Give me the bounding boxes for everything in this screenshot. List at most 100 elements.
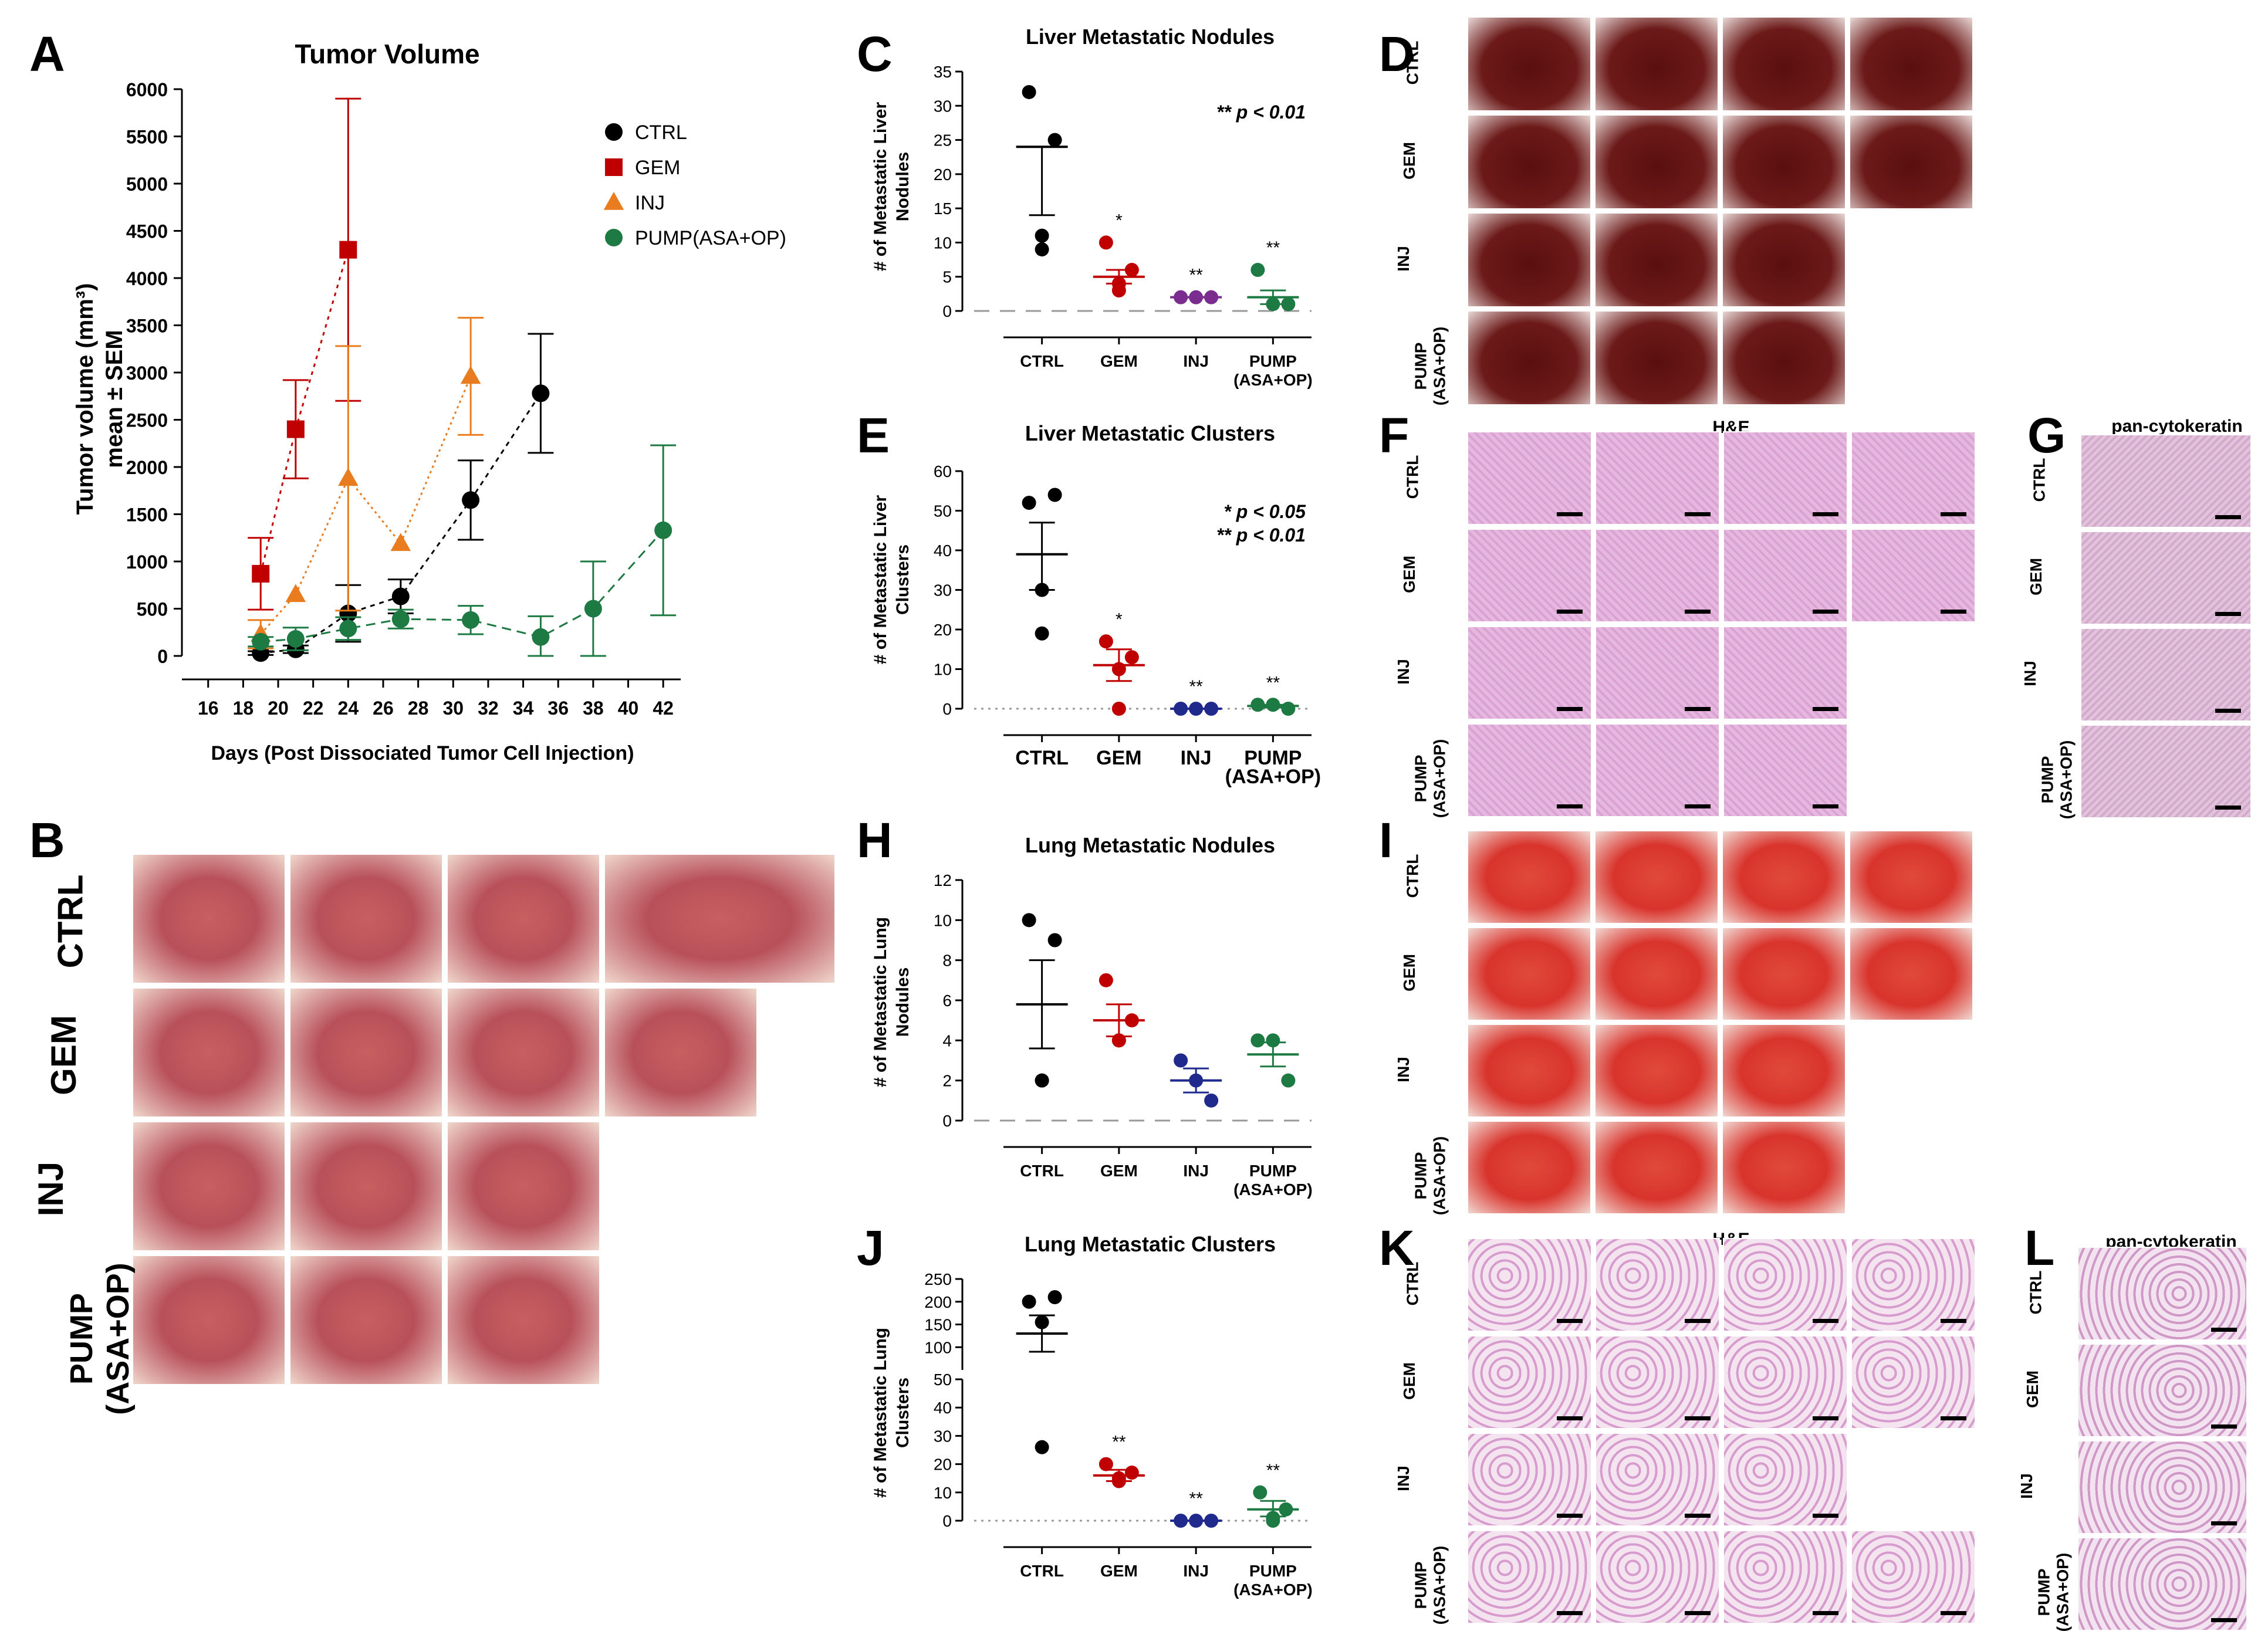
row-label-line: PUMP bbox=[1411, 342, 1430, 390]
chart-ytick-label: 0 bbox=[942, 700, 952, 718]
row-label-line: (ASA+OP) bbox=[1430, 739, 1449, 818]
chart-sig-marker: ** bbox=[1266, 238, 1280, 258]
chart-point bbox=[1266, 1033, 1280, 1048]
panel-letter-a: A bbox=[29, 26, 65, 82]
chart-a-ytick-label: 1000 bbox=[126, 551, 168, 573]
scale-bar bbox=[2215, 709, 2241, 713]
chart-ytick-label: 20 bbox=[934, 621, 952, 639]
chart-ytick-label: 10 bbox=[934, 661, 952, 679]
chart-a-xlabel: Days (Post Dissociated Tumor Cell Inject… bbox=[211, 742, 634, 764]
chart-a-title: Tumor Volume bbox=[295, 39, 480, 69]
chart-ytick-label: 30 bbox=[934, 581, 952, 600]
row-label-d-pump: PUMP (ASA+OP) bbox=[1411, 327, 1449, 406]
liver-he-ctrl bbox=[1595, 431, 1720, 525]
liver-photo-inj bbox=[1467, 212, 1591, 307]
tumor-photo-gem bbox=[289, 987, 443, 1118]
chart-xtick-label: INJ bbox=[1181, 747, 1212, 769]
chart-point bbox=[1111, 283, 1126, 298]
scale-bar bbox=[1813, 707, 1838, 711]
chart-point bbox=[1111, 702, 1126, 716]
lung-he-pump bbox=[1851, 1530, 1976, 1624]
liver-he-gem bbox=[1595, 529, 1720, 622]
chart-group-1: GEM bbox=[1093, 973, 1145, 1180]
scale-bar bbox=[1813, 1611, 1838, 1615]
chart-a-xtick-label: 34 bbox=[513, 698, 534, 719]
row-label-k-pump: PUMP (ASA+OP) bbox=[1411, 1546, 1449, 1625]
chart-point bbox=[1047, 933, 1062, 948]
chart-a-xtick-label: 20 bbox=[268, 698, 289, 719]
chart-a-ytick-label: 4000 bbox=[126, 268, 168, 289]
lung-photo-pump bbox=[1722, 1121, 1846, 1214]
chart-point bbox=[1098, 235, 1113, 250]
liver-he-ctrl bbox=[1467, 431, 1592, 525]
panel-letter-l: L bbox=[2024, 1220, 2055, 1275]
chart-xtick-label: (ASA+OP) bbox=[1233, 371, 1313, 389]
chart-ytick-label: 30 bbox=[934, 1427, 952, 1445]
chart-a-legend-marker bbox=[605, 123, 623, 141]
chart-a-xtick-label: 38 bbox=[583, 698, 604, 719]
chart-ytick-label: 50 bbox=[934, 1371, 952, 1389]
chart-a-xtick-label: 16 bbox=[198, 698, 219, 719]
chart-a-xtick-label: 40 bbox=[618, 698, 639, 719]
chart-ytick-label: 10 bbox=[934, 1484, 952, 1502]
row-label-d-inj: INJ bbox=[1394, 246, 1412, 272]
panel-letter-e: E bbox=[857, 408, 890, 463]
chart-a-ytick-label: 3000 bbox=[126, 363, 168, 384]
panel-letter-d: D bbox=[1379, 26, 1415, 82]
scale-bar bbox=[1557, 1416, 1583, 1420]
row-label-i-pump: PUMP (ASA+OP) bbox=[1411, 1136, 1449, 1216]
tumor-photo-ctrl bbox=[289, 854, 443, 984]
liver-photo-ctrl bbox=[1849, 16, 1973, 111]
row-label-i-ctrl: CTRL bbox=[1403, 854, 1422, 898]
chart-ytick-label: 40 bbox=[934, 542, 952, 560]
chart-group-0: CTRL bbox=[1016, 1290, 1068, 1580]
liver-he-inj bbox=[1467, 626, 1592, 720]
chart-sig-marker: ** bbox=[1266, 673, 1280, 692]
lung-he-pump bbox=[1467, 1530, 1592, 1624]
scale-bar bbox=[2215, 515, 2241, 519]
chart-ytick-label: 10 bbox=[934, 911, 952, 929]
chart-xtick-label: CTRL bbox=[1015, 747, 1069, 769]
liver-he-inj bbox=[1723, 626, 1848, 720]
chart-e: 0 10 20 30 40 50 60 CTRL GEM * INJ ** PUMP(ASA+OP) **… bbox=[934, 462, 1321, 788]
chart-group-2: INJ bbox=[1170, 1053, 1222, 1180]
lung-he-inj bbox=[1467, 1433, 1592, 1527]
row-label-d-ctrl: CTRL bbox=[1403, 40, 1422, 85]
row-label-l-ctrl: CTRL bbox=[2026, 1270, 2045, 1315]
chart-a-legend-item-1: GEM bbox=[605, 157, 680, 179]
chart-xtick-label: GEM bbox=[1096, 747, 1141, 769]
tumor-photo-gem bbox=[604, 987, 758, 1118]
row-label-f-pump: PUMP (ASA+OP) bbox=[1411, 739, 1449, 818]
lung-photo-gem bbox=[1722, 927, 1846, 1021]
lung-he-gem bbox=[1595, 1335, 1720, 1429]
liver-he-pump bbox=[1595, 723, 1720, 817]
chart-ytick-label: 2 bbox=[942, 1072, 952, 1090]
chart-a-legend-label: GEM bbox=[635, 157, 680, 179]
liver-photo-gem bbox=[1467, 114, 1591, 209]
chart-xtick-label: (ASA+OP) bbox=[1233, 1180, 1313, 1199]
chart-a-point bbox=[285, 584, 306, 603]
chart-sig-marker: ** bbox=[1189, 1489, 1203, 1508]
lung-photo-pump bbox=[1594, 1121, 1719, 1214]
tumor-photo-pump bbox=[289, 1255, 443, 1385]
chart-group-3: PUMP(ASA+OP) ** bbox=[1233, 238, 1313, 389]
chart-group-3: PUMP(ASA+OP) ** bbox=[1233, 1461, 1313, 1599]
chart-point bbox=[1022, 1294, 1036, 1309]
row-label-line: (ASA+OP) bbox=[2057, 740, 2076, 820]
chart-a-ytick-label: 2000 bbox=[126, 457, 168, 478]
chart-a-legend-marker bbox=[605, 158, 623, 176]
chart-ytick-label: 12 bbox=[934, 871, 952, 889]
chart-sig-marker: ** bbox=[1189, 677, 1203, 696]
lung-he-ctrl bbox=[1851, 1238, 1976, 1332]
lung-he-ctrl bbox=[1467, 1238, 1592, 1332]
chart-point bbox=[1047, 488, 1062, 502]
lung-photo-inj bbox=[1467, 1024, 1591, 1118]
panel-letter-h: H bbox=[857, 813, 893, 868]
row-label-line: PUMP bbox=[1411, 1152, 1430, 1200]
lung-he-ctrl bbox=[1723, 1238, 1848, 1332]
scale-bar bbox=[1685, 1514, 1711, 1518]
row-label-line: (ASA+OP) bbox=[1430, 1136, 1449, 1216]
chart-ytick-label: 30 bbox=[934, 97, 952, 115]
row-label-g-ctrl: CTRL bbox=[2030, 458, 2049, 502]
